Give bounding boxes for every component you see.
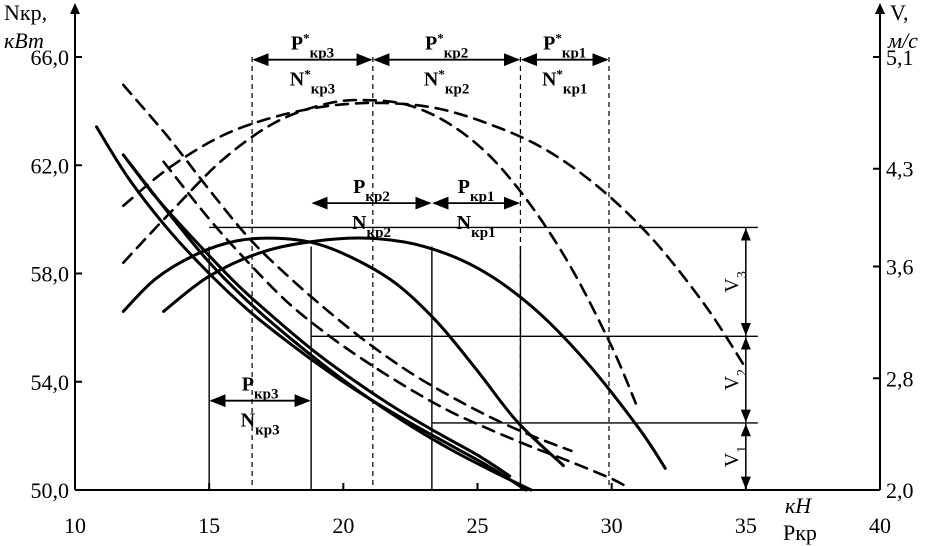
y-right-title: V, [890, 0, 909, 25]
anno-subscript: кр3 [311, 82, 336, 98]
x-tick-label: 15 [198, 513, 220, 538]
speed-curve-dashed [162, 160, 627, 488]
x-tick-label: 30 [601, 513, 623, 538]
speed-curve-dashed [122, 83, 573, 453]
y-right-tick-label: 3,6 [886, 255, 914, 280]
y-right-tick-label: 2,8 [886, 366, 914, 391]
anno-subscript: кр2 [444, 46, 469, 62]
anno-n-label: Nкр1 [457, 212, 496, 241]
y-right-tick-label: 2,0 [886, 478, 914, 503]
v-label: V2 [721, 369, 750, 390]
y-right-unit: м/с [887, 28, 918, 53]
anno-n-label: Nкр3 [241, 410, 280, 439]
y-left-unit: кВт [4, 28, 44, 53]
left-axis-arrow-icon [70, 3, 80, 14]
anno-subscript: кр3 [310, 46, 335, 62]
x-tick-label: 25 [467, 513, 489, 538]
power-curve-dashed [122, 101, 748, 370]
x-tick-label: 10 [64, 513, 86, 538]
v-label-index: 1 [734, 446, 749, 453]
anno-p-label: Pкр1 [458, 176, 495, 205]
anno-p-label: P*кр3 [291, 30, 334, 62]
anno-p-label: P*кр2 [425, 30, 468, 62]
anno-star: * [438, 66, 445, 81]
y-right-tick-label: 5,1 [886, 45, 914, 70]
right-axis-arrow-icon [875, 3, 885, 14]
power-curve-dashed [122, 98, 638, 405]
power-curve [162, 236, 667, 470]
anno-subscript: кр1 [562, 46, 587, 62]
anno-subscript: кр1 [470, 189, 495, 205]
anno-subscript: кр1 [563, 82, 588, 98]
x-title: Pкр [783, 520, 817, 545]
anno-star: * [437, 30, 444, 45]
anno-p-label: P*кр1 [543, 30, 586, 62]
v-label: V1 [721, 446, 750, 467]
anno-subscript: кр2 [445, 82, 470, 98]
power-curve [121, 236, 565, 468]
anno-star: * [556, 66, 563, 81]
anno-star: * [303, 30, 310, 45]
anno-star: * [304, 66, 311, 81]
y-left-title: Nкр, [4, 0, 47, 25]
speed-curve [95, 125, 528, 492]
anno-subscript: кр2 [366, 225, 391, 241]
y-left-tick-label: 50,0 [31, 478, 70, 503]
x-tick-label: 40 [869, 513, 891, 538]
x-unit: кН [785, 493, 812, 518]
y-right-tick-label: 4,3 [886, 157, 914, 182]
v-label: V3 [721, 271, 750, 292]
y-left-tick-label: 62,0 [31, 153, 70, 178]
y-left-tick-label: 58,0 [31, 262, 70, 287]
anno-subscript: кр1 [471, 225, 496, 241]
speed-curve [121, 153, 512, 478]
v-label-index: 3 [734, 271, 749, 278]
x-tick-label: 35 [735, 513, 757, 538]
anno-n-label: N*кр1 [542, 66, 587, 98]
anno-n-label: N*кр2 [424, 66, 469, 98]
anno-p-label: Pкр2 [353, 176, 390, 205]
anno-n-label: N*кр3 [290, 66, 335, 98]
speed-curve [127, 160, 533, 492]
x-tick-label: 20 [332, 513, 354, 538]
anno-subscript: кр3 [254, 387, 279, 403]
v-label-index: 2 [734, 369, 749, 376]
anno-subscript: кр3 [255, 423, 280, 439]
anno-subscript: кр2 [365, 189, 390, 205]
y-left-tick-label: 54,0 [31, 370, 70, 395]
y-left-tick-label: 66,0 [31, 45, 70, 70]
anno-star: * [555, 30, 562, 45]
anno-p-label: Pкр3 [242, 374, 279, 403]
